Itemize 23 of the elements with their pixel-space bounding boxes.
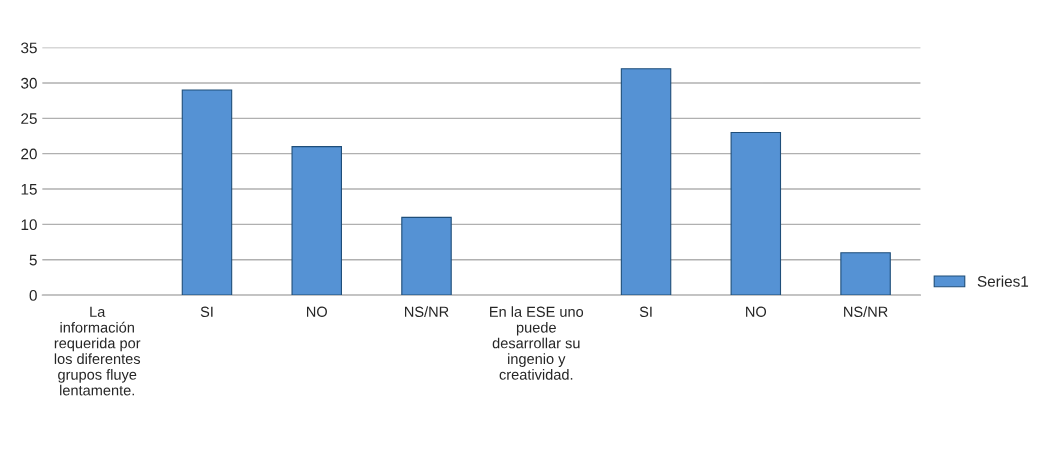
x-tick-label: NO: [746, 306, 767, 317]
y-tick-label: 0: [29, 289, 37, 301]
x-tick-label: NO: [307, 306, 327, 317]
x-tick-label: La información requerida por los diferentes grupos fluye lentamente.: [54, 306, 141, 396]
x-tick-label: SI: [639, 306, 652, 317]
y-tick-label: 30: [21, 77, 37, 89]
y-tick-label: 25: [21, 113, 37, 125]
y-tick-label: 15: [21, 184, 37, 195]
y-tick-label: 10: [21, 219, 37, 231]
legend-label: Series1: [977, 275, 1029, 287]
x-tick-label: En la ESE uno puede desarrollar su ingenio y creatividad.: [490, 306, 584, 380]
x-tick-label: NS/NR: [844, 306, 888, 317]
bar: [730, 131, 782, 296]
y-tick-label: 20: [21, 148, 37, 160]
bar: [401, 216, 452, 296]
bar: [291, 146, 342, 296]
bar: [840, 252, 891, 296]
bar: [181, 89, 233, 296]
y-tick-label: 5: [29, 254, 37, 266]
x-tick-label: SI: [200, 306, 213, 317]
bar: [620, 68, 672, 296]
x-tick-label: NS/NR: [405, 306, 449, 317]
y-tick-label: 35: [21, 42, 37, 54]
